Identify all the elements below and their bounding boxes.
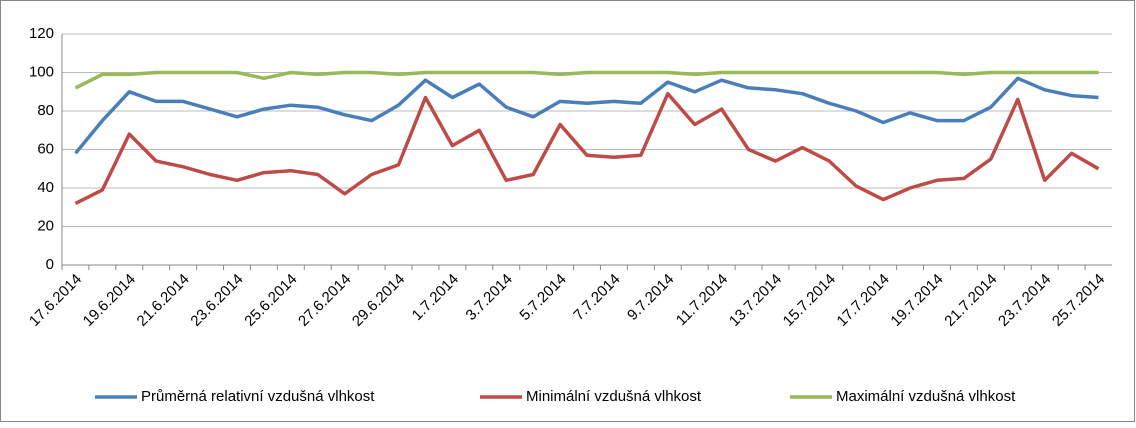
legend-label: Průměrná relativní vzdušná vlhkost [141, 388, 375, 405]
y-tick-label: 60 [37, 140, 54, 157]
series-line [74, 70, 1099, 90]
y-tick-label: 100 [29, 63, 54, 80]
series-line [74, 91, 1100, 205]
y-tick-label: 0 [46, 256, 54, 273]
y-tick-label: 20 [37, 217, 54, 234]
series-line [74, 76, 1099, 155]
legend-label: Minimální vzdušná vlhkost [526, 388, 702, 405]
y-tick-label: 40 [37, 179, 54, 196]
legend-label: Maximální vzdušná vlhkost [836, 388, 1016, 405]
y-tick-label: 80 [37, 102, 54, 119]
y-tick-label: 120 [29, 25, 54, 42]
